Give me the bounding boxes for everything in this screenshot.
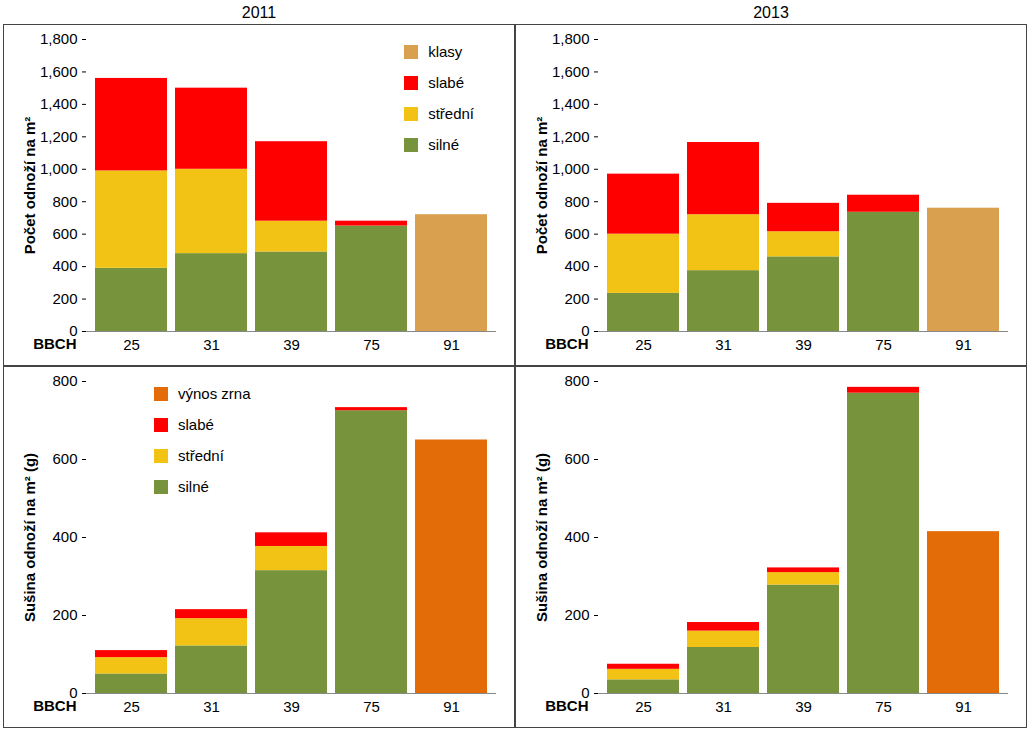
svg-text:600: 600 (564, 225, 589, 242)
svg-text:1,600: 1,600 (40, 63, 78, 80)
svg-text:91: 91 (443, 336, 460, 353)
svg-text:1,400: 1,400 (552, 95, 590, 112)
svg-text:39: 39 (283, 698, 300, 715)
html-text:2011: 2011 (241, 4, 277, 21)
svg-text:800: 800 (52, 372, 77, 389)
svg-text:0: 0 (69, 684, 78, 702)
svg-text:BBCH: BBCH (33, 697, 76, 714)
svg-text:25: 25 (635, 336, 652, 353)
svg-text:800: 800 (52, 193, 77, 210)
svg-text:400: 400 (564, 257, 589, 274)
html-text:silné: silné (428, 136, 459, 153)
svg-text:400: 400 (52, 257, 77, 274)
svg-text:1,200: 1,200 (552, 128, 590, 145)
svg-text:400: 400 (52, 528, 77, 545)
html-text:2013: 2013 (753, 4, 789, 21)
svg-text:600: 600 (564, 450, 589, 467)
svg-text:0: 0 (581, 322, 590, 340)
svg-text:1,800: 1,800 (552, 30, 590, 47)
svg-text:200: 200 (52, 290, 77, 307)
html-text:střední: střední (428, 105, 474, 122)
svg-text:Počet odnoží na m²: Počet odnoží na m² (21, 117, 38, 255)
svg-text:31: 31 (203, 698, 220, 715)
svg-text:91: 91 (443, 698, 460, 715)
svg-text:25: 25 (635, 698, 652, 715)
html-text:silné: silné (178, 478, 209, 495)
html-text:slabé: slabé (428, 74, 464, 91)
svg-text:800: 800 (564, 193, 589, 210)
svg-text:Počet odnoží na m²: Počet odnoží na m² (533, 117, 550, 255)
svg-text:800: 800 (564, 372, 589, 389)
svg-text:75: 75 (363, 698, 380, 715)
svg-text:39: 39 (795, 698, 812, 715)
svg-text:Sušina odnoží na m² (g): Sušina odnoží na m² (g) (21, 453, 38, 622)
svg-text:BBCH: BBCH (33, 335, 76, 352)
svg-text:75: 75 (363, 336, 380, 353)
svg-text:31: 31 (203, 336, 220, 353)
svg-text:600: 600 (52, 450, 77, 467)
svg-text:200: 200 (564, 606, 589, 623)
svg-text:1,200: 1,200 (40, 128, 78, 145)
svg-text:0: 0 (69, 322, 78, 340)
svg-text:1,600: 1,600 (552, 63, 590, 80)
html-text:výnos zrna: výnos zrna (178, 385, 251, 402)
svg-text:25: 25 (123, 698, 140, 715)
svg-text:25: 25 (123, 336, 140, 353)
svg-text:91: 91 (955, 698, 972, 715)
svg-text:39: 39 (795, 336, 812, 353)
svg-text:600: 600 (52, 225, 77, 242)
svg-text:200: 200 (564, 290, 589, 307)
svg-text:Sušina odnoží na m² (g): Sušina odnoží na m² (g) (533, 453, 550, 622)
svg-text:75: 75 (875, 336, 892, 353)
svg-text:39: 39 (283, 336, 300, 353)
svg-text:31: 31 (715, 336, 732, 353)
svg-text:75: 75 (875, 698, 892, 715)
svg-text:400: 400 (564, 528, 589, 545)
svg-text:91: 91 (955, 336, 972, 353)
svg-text:BBCH: BBCH (545, 697, 588, 714)
svg-text:BBCH: BBCH (545, 335, 588, 352)
html-text:klasy: klasy (428, 43, 463, 60)
svg-text:0: 0 (581, 684, 590, 702)
html-text:slabé: slabé (178, 416, 214, 433)
svg-text:31: 31 (715, 698, 732, 715)
svg-text:1,000: 1,000 (552, 160, 590, 177)
html-text:střední: střední (178, 447, 224, 464)
svg-text:1,000: 1,000 (40, 160, 78, 177)
svg-text:1,400: 1,400 (40, 95, 78, 112)
svg-text:1,800: 1,800 (40, 30, 78, 47)
svg-text:200: 200 (52, 606, 77, 623)
